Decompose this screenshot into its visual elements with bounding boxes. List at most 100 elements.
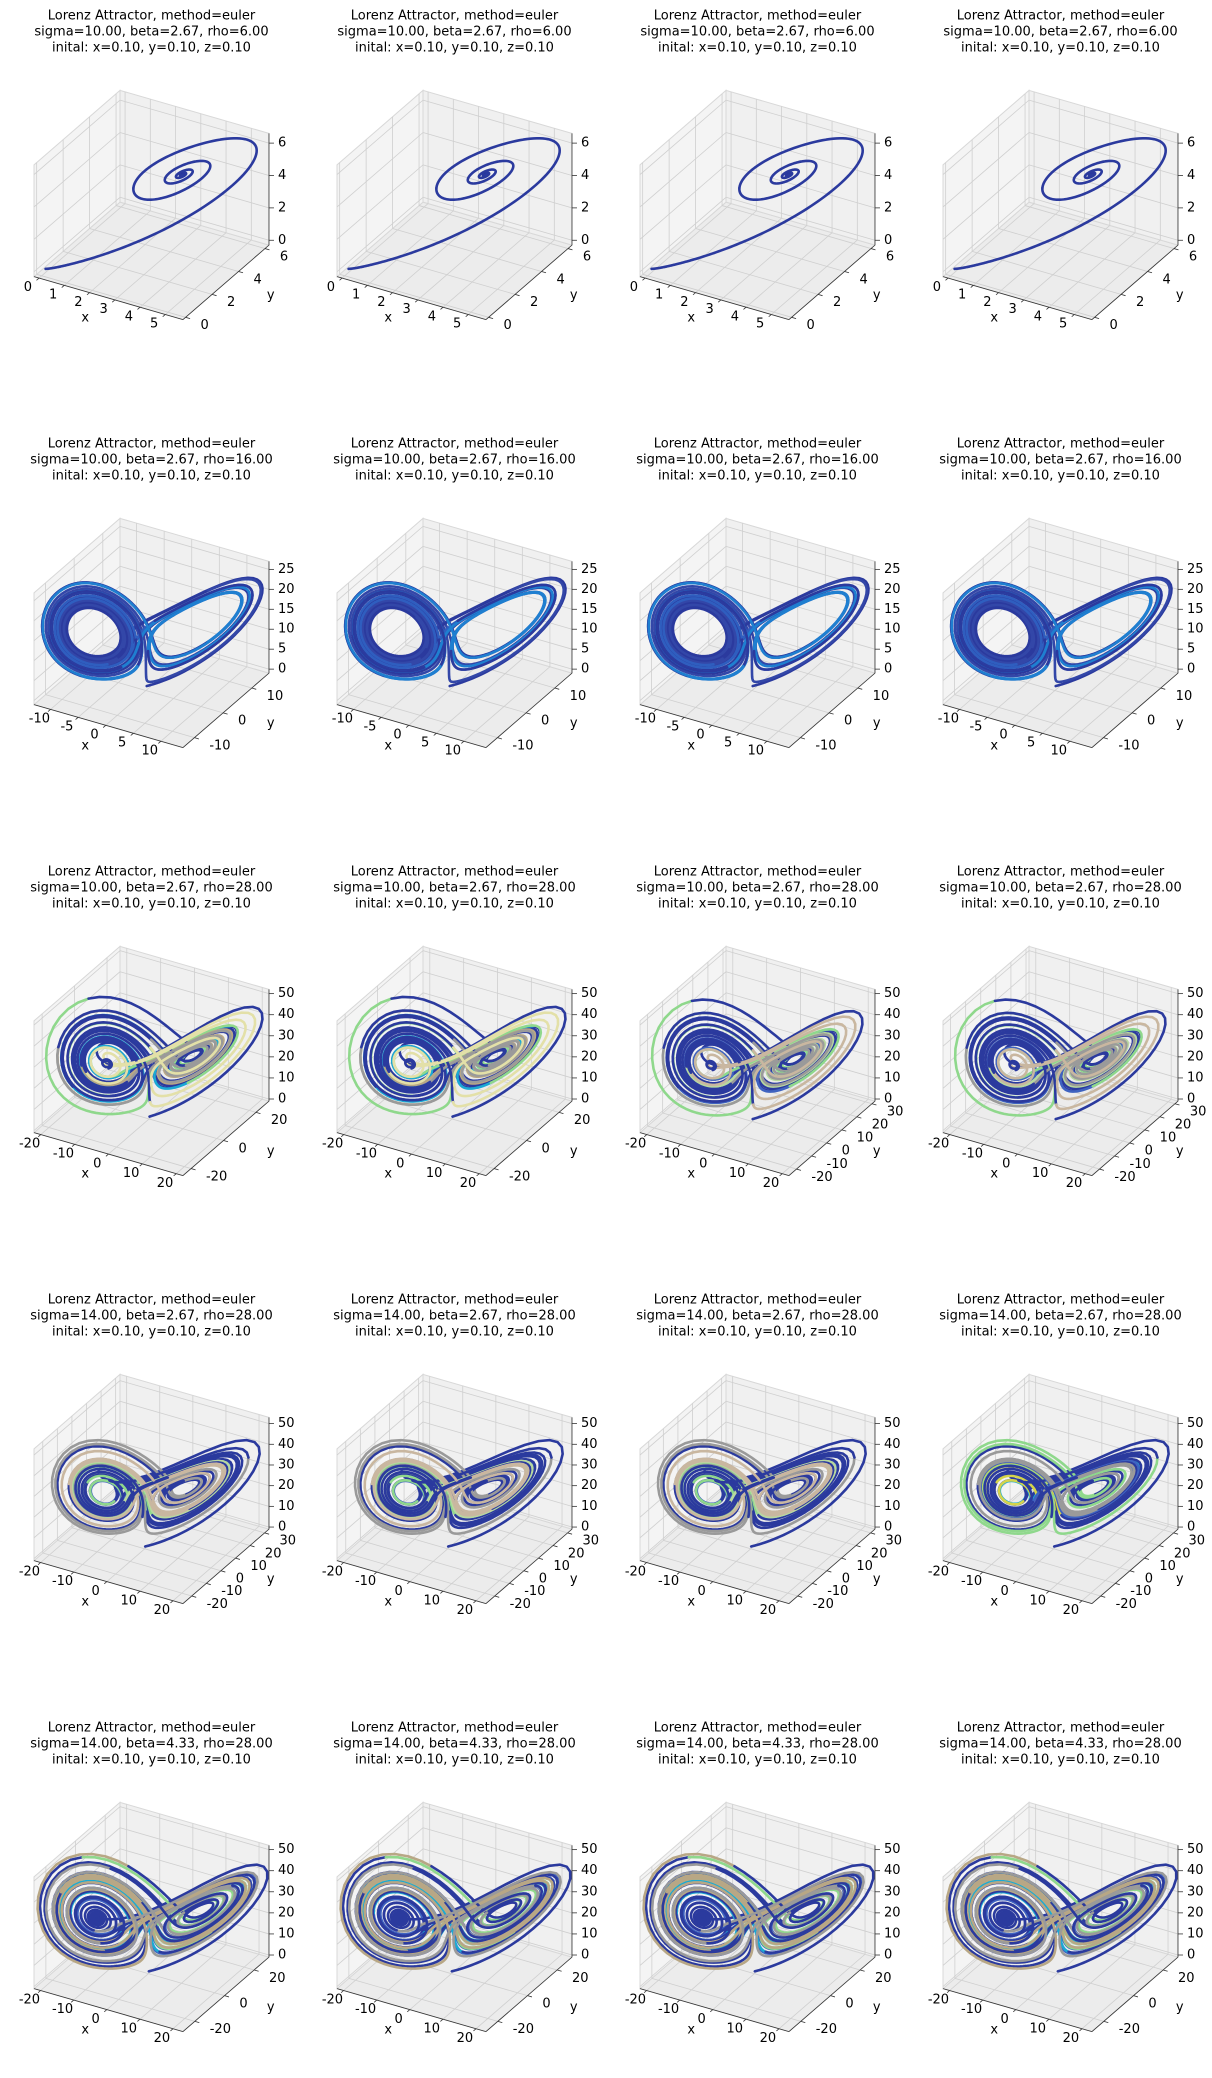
y-axis-label: y [873, 716, 881, 731]
z-tick-label: 0 [1187, 1520, 1195, 1535]
z-tick-label: 50 [884, 1842, 901, 1857]
grid-line [1028, 1890, 1179, 1935]
tick-mark [223, 1140, 229, 1143]
z-tick-label: 10 [278, 1926, 295, 1941]
grid-line [942, 1421, 1030, 1497]
tick-mark [1120, 294, 1126, 297]
grid-line [57, 1540, 207, 1584]
grid-line [745, 232, 833, 308]
y-tick-label: 0 [842, 1572, 850, 1587]
x-tick-label: 2 [983, 295, 991, 310]
z-tick-label: 20 [1187, 1049, 1204, 1064]
trajectory [1054, 1040, 1126, 1096]
grid-line [119, 605, 270, 650]
x-tick-label: 5 [724, 735, 732, 750]
tick-mark [826, 1142, 832, 1145]
tick-mark [642, 277, 646, 281]
grid-line [1028, 950, 1179, 995]
tick-mark [1115, 1583, 1120, 1586]
z-tick-label: 20 [581, 1905, 598, 1920]
tick-mark [711, 1153, 715, 1157]
x-axis-label: x [81, 1595, 89, 1610]
grid-line [119, 1421, 270, 1466]
z-tick-label: 20 [278, 1478, 295, 1493]
grid-line [950, 1125, 1100, 1170]
tick-mark [708, 724, 713, 728]
grid-line [639, 605, 727, 681]
trajectory [112, 1451, 244, 1530]
tick-mark [1160, 687, 1166, 690]
y-tick-label: 6 [1189, 249, 1197, 264]
x-tick-label: 10 [726, 2021, 743, 2036]
trajectory [430, 1864, 523, 1924]
grid-line [422, 950, 573, 995]
tick-mark [340, 1134, 345, 1138]
trajectory [653, 587, 754, 679]
z-tick-label: 50 [1187, 986, 1204, 1001]
grid-line [639, 164, 727, 240]
grid-line [639, 1421, 727, 1497]
axis-line [788, 244, 876, 320]
tick-mark [764, 740, 768, 744]
z-tick-label: 30 [1187, 1884, 1204, 1899]
tick-mark [552, 1545, 558, 1548]
grid-line [639, 1400, 727, 1477]
trajectory [956, 587, 1057, 679]
x-tick-label: 10 [1032, 1166, 1049, 1181]
y-tick-label: -20 [510, 1597, 531, 1612]
y-axis-label: y [873, 288, 881, 303]
grid-line [422, 565, 573, 610]
y-axis-label: y [570, 1572, 578, 1587]
x-tick-label: 5 [150, 317, 158, 332]
grid-line [1023, 225, 1111, 301]
tick-mark [1067, 740, 1071, 744]
tick-mark [514, 294, 520, 297]
tick-mark [811, 1155, 817, 1158]
trajectory [667, 602, 734, 662]
y-tick-label: 0 [845, 1996, 853, 2011]
z-tick-label: 0 [884, 1520, 892, 1535]
trajectory [454, 1462, 530, 1516]
tick-mark [340, 1990, 344, 1994]
tick-mark [870, 248, 876, 251]
y-tick-label: 20 [265, 1546, 282, 1561]
trajectory [352, 589, 447, 673]
grid-line [33, 1400, 121, 1477]
y-axis-label: y [267, 1144, 275, 1159]
tick-mark [796, 1168, 802, 1171]
grid-line [720, 225, 808, 301]
x-tick-label: 2 [377, 295, 385, 310]
trajectory [144, 577, 263, 684]
subplot-title: inital: x=0.10, y=0.10, z=0.10 [961, 897, 1160, 912]
axis-line [942, 1560, 1093, 1604]
x-tick-label: 10 [444, 743, 461, 758]
trajectory [102, 1011, 257, 1108]
x-tick-label: 20 [154, 1603, 171, 1618]
z-tick-label: 20 [1187, 1905, 1204, 1920]
z-tick-label: 20 [278, 1905, 295, 1920]
grid-line [139, 1516, 227, 1592]
trajectory [159, 1474, 207, 1502]
trajectory [128, 1467, 218, 1528]
tick-mark [378, 717, 382, 720]
grid-line [336, 196, 424, 273]
trajectory [83, 1905, 112, 1933]
y-tick-label: 20 [271, 1113, 288, 1128]
tick-mark [797, 1595, 803, 1598]
grid-line [33, 164, 121, 240]
grid-line [942, 526, 1030, 602]
trajectory [377, 1464, 473, 1519]
x-tick-label: -10 [52, 1574, 73, 1589]
grid-line [739, 658, 826, 734]
x-axis-label: x [81, 739, 89, 754]
trajectory [659, 594, 746, 670]
trajectory [967, 599, 1040, 666]
grid-line [942, 99, 1030, 175]
grid-line [175, 1098, 263, 1174]
axis-line [639, 276, 790, 320]
subplot-title: sigma=10.00, beta=2.67, rho=6.00 [337, 25, 571, 40]
axis-line [182, 1528, 270, 1604]
x-tick-label: 10 [423, 1593, 440, 1608]
x-tick-label: -10 [961, 1574, 982, 1589]
